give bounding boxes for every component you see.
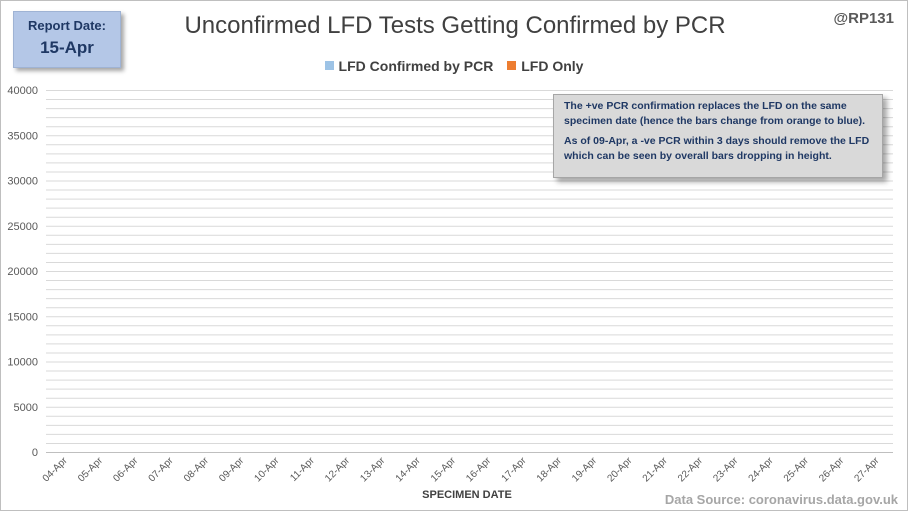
annotation-line-1: The +ve PCR confirmation replaces the LF… bbox=[564, 100, 866, 127]
y-tick-label: 30000 bbox=[7, 176, 38, 188]
x-tick-label: 26-Apr bbox=[817, 455, 846, 484]
x-tick-label: 27-Apr bbox=[852, 455, 881, 484]
author-handle: @RP131 bbox=[833, 10, 895, 27]
x-tick-label: 13-Apr bbox=[358, 455, 387, 484]
legend-label-confirmed: LFD Confirmed by PCR bbox=[338, 58, 494, 74]
x-tick-label: 23-Apr bbox=[711, 455, 740, 484]
x-tick-label: 14-Apr bbox=[394, 455, 423, 484]
x-tick-label: 15-Apr bbox=[429, 455, 458, 484]
legend-item-lfd-only: LFD Only bbox=[507, 58, 583, 74]
y-tick-label: 40000 bbox=[7, 85, 38, 97]
x-tick-label: 10-Apr bbox=[253, 455, 282, 484]
x-axis-ticks: 04-Apr 05-Apr 06-Apr 07-Apr 08-Apr 09-Apr 10-A… bbox=[41, 455, 882, 484]
chart-legend: LFD Confirmed by PCR LFD Only bbox=[0, 58, 908, 74]
x-tick-label: 19-Apr bbox=[570, 455, 599, 484]
legend-label-lfd-only: LFD Only bbox=[521, 58, 584, 74]
y-tick-label: 10000 bbox=[7, 357, 38, 369]
x-tick-label: 20-Apr bbox=[605, 455, 634, 484]
x-tick-label: 16-Apr bbox=[464, 455, 493, 484]
legend-swatch-lfd-only bbox=[507, 61, 517, 70]
x-tick-label: 18-Apr bbox=[535, 455, 564, 484]
report-date-value: 15-Apr bbox=[40, 38, 94, 57]
annotation-line-2: As of 09-Apr, a -ve PCR within 3 days sh… bbox=[564, 135, 870, 162]
x-tick-label: 24-Apr bbox=[747, 455, 776, 484]
x-tick-label: 22-Apr bbox=[676, 455, 705, 484]
y-tick-label: 15000 bbox=[7, 311, 38, 323]
x-tick-label: 04-Apr bbox=[41, 455, 70, 484]
y-tick-label: 25000 bbox=[7, 221, 38, 233]
y-tick-label: 0 bbox=[32, 447, 38, 459]
report-date-label: Report Date: bbox=[27, 18, 106, 33]
report-date-box: Report Date: 15-Apr bbox=[13, 11, 121, 68]
gridlines bbox=[46, 90, 893, 453]
x-tick-label: 11-Apr bbox=[288, 455, 317, 484]
legend-item-confirmed: LFD Confirmed by PCR bbox=[324, 58, 494, 74]
x-tick-label: 21-Apr bbox=[641, 455, 670, 484]
x-tick-label: 17-Apr bbox=[500, 455, 529, 484]
data-source: Data Source: coronavirus.data.gov.uk bbox=[664, 492, 898, 507]
y-tick-label: 5000 bbox=[14, 402, 38, 414]
annotation-box: The +ve PCR confirmation replaces the LF… bbox=[553, 94, 883, 178]
x-tick-label: 05-Apr bbox=[76, 455, 105, 484]
x-tick-label: 08-Apr bbox=[182, 455, 211, 484]
x-tick-label: 25-Apr bbox=[782, 455, 811, 484]
y-tick-label: 20000 bbox=[7, 266, 38, 278]
x-axis-label: SPECIMEN DATE bbox=[422, 489, 512, 501]
x-tick-label: 06-Apr bbox=[111, 455, 140, 484]
x-tick-label: 12-Apr bbox=[323, 455, 352, 484]
x-tick-label: 09-Apr bbox=[217, 455, 246, 484]
x-tick-label: 07-Apr bbox=[147, 455, 176, 484]
chart-title: Unconfirmed LFD Tests Getting Confirmed … bbox=[184, 12, 726, 39]
legend-swatch-confirmed bbox=[324, 61, 334, 70]
y-axis-ticks: 0 5000 10000 15000 20000 25000 30000 35000 40000 bbox=[7, 85, 38, 459]
y-tick-label: 35000 bbox=[7, 130, 38, 142]
